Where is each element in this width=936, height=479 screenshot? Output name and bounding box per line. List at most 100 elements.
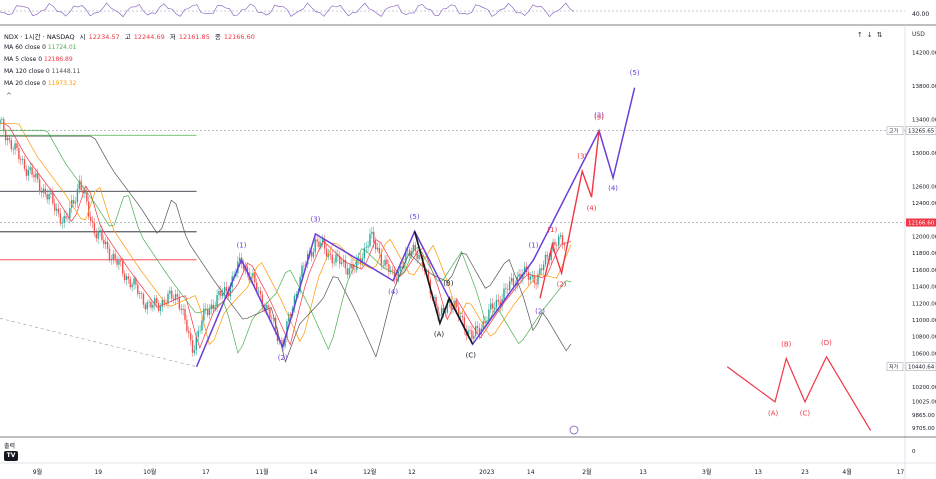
candle-body	[544, 254, 547, 265]
y-tick-label: 10600.00	[912, 351, 936, 357]
collapse-legend-icon[interactable]: ^	[6, 92, 12, 100]
candle-body	[271, 317, 273, 319]
candle-body	[89, 216, 92, 221]
candle-body	[512, 278, 515, 286]
candle-body	[448, 299, 450, 303]
open-label: 시	[79, 33, 86, 41]
candle-body	[535, 283, 537, 285]
candle-body	[208, 309, 211, 315]
candle-body	[329, 253, 332, 255]
wave-label-purple: (5)	[630, 69, 640, 77]
candle-body	[335, 254, 337, 263]
price-tag-box	[905, 126, 936, 135]
y-tick-label: 9705.00	[912, 426, 935, 432]
candle-body	[261, 294, 264, 307]
candle-body	[189, 333, 192, 341]
y-tick-label: 10200.00	[912, 385, 936, 391]
wave-label-red: (B)	[781, 341, 792, 349]
candle-body	[197, 330, 199, 337]
candle-body	[193, 349, 196, 353]
wave-label-purple: (2)	[278, 354, 288, 362]
candle-body	[105, 241, 107, 245]
ma-20-value: 11973.32	[47, 80, 77, 87]
candle-body	[52, 192, 54, 204]
ma-60-legend[interactable]: MA 60 close 0 11724.01	[4, 44, 76, 51]
candle-body	[38, 179, 41, 192]
candle-body	[416, 250, 418, 259]
candle-body	[484, 321, 486, 324]
open-value: 12234.57	[88, 33, 120, 41]
x-tick-label: 11월	[256, 468, 269, 476]
candle-body	[108, 248, 111, 261]
candle-body	[495, 299, 498, 308]
candle-body	[227, 291, 230, 297]
candle-body	[59, 213, 62, 224]
candle-body	[14, 143, 16, 150]
candle-body	[393, 270, 396, 279]
projected-wave-red	[726, 355, 871, 431]
candle-body	[4, 130, 7, 141]
candle-body	[433, 297, 435, 298]
candle-body	[563, 244, 566, 246]
candle-body	[463, 317, 466, 330]
candle-body	[125, 276, 128, 280]
candle-body	[256, 282, 258, 292]
candle-body	[469, 330, 471, 331]
candle-body	[8, 138, 11, 140]
candle-body	[386, 259, 388, 265]
x-tick-label: 4월	[842, 468, 851, 476]
wave-label-red: (2)	[557, 281, 567, 289]
candle-body	[12, 149, 14, 150]
candle-body	[486, 321, 488, 324]
high-value: 12244.69	[133, 33, 165, 41]
ma-120-legend[interactable]: MA 120 close 0 11448.11	[4, 68, 80, 75]
candle-body	[425, 270, 428, 272]
candle-body	[29, 167, 31, 170]
candle-body	[446, 302, 449, 313]
price-tag-label: 저가	[889, 364, 899, 371]
candle-body	[467, 330, 469, 336]
price-tag-value: 12166.60	[908, 220, 935, 226]
candle-body	[225, 287, 228, 292]
ma-120-line	[0, 135, 572, 363]
candle-body	[37, 173, 39, 180]
candle-body	[99, 230, 101, 232]
chart-tools[interactable]: ↑↓⇅	[857, 31, 887, 39]
y-tick-label: 13800.00	[912, 84, 936, 90]
candles	[0, 116, 566, 357]
candle-body	[435, 297, 437, 307]
candle-body	[84, 191, 86, 194]
candle-body	[348, 268, 350, 275]
candle-body	[369, 233, 371, 246]
candle-body	[220, 291, 222, 297]
candle-body	[246, 266, 248, 273]
x-tick-label: 12월	[363, 468, 376, 476]
symbol-header: NDX · 1시간 · NASDAQ 시 12234.57 고 12244.69 저…	[4, 31, 258, 41]
candle-body	[40, 191, 43, 193]
candle-body	[401, 266, 403, 269]
candle-body	[223, 287, 226, 294]
candle-body	[391, 270, 394, 271]
tradingview-logo-icon: TV	[4, 451, 18, 461]
candle-body	[133, 278, 135, 285]
ma-20-legend[interactable]: MA 20 close 0 11973.32	[4, 80, 76, 87]
candle-body	[373, 231, 375, 243]
candle-body	[206, 309, 209, 315]
wave-label-red: (3)	[577, 153, 587, 161]
x-tick-label: 13	[639, 469, 647, 476]
candle-body	[384, 259, 386, 266]
ma-20-line	[0, 123, 572, 346]
candle-body	[216, 294, 218, 308]
candle-body	[559, 235, 562, 237]
symbol-name[interactable]: NDX · 1시간 · NASDAQ	[4, 33, 75, 41]
candle-body	[357, 258, 360, 260]
candle-body	[74, 202, 77, 204]
ma-120-value: 11448.11	[51, 68, 81, 75]
ma-5-legend[interactable]: MA 5 close 0 12186.89	[4, 56, 73, 63]
candle-body	[499, 301, 501, 307]
currency-selector[interactable]: USD	[912, 31, 925, 38]
x-tick-label: 17	[897, 469, 905, 476]
candle-body	[123, 273, 126, 280]
low-value: 12161.85	[178, 33, 210, 41]
